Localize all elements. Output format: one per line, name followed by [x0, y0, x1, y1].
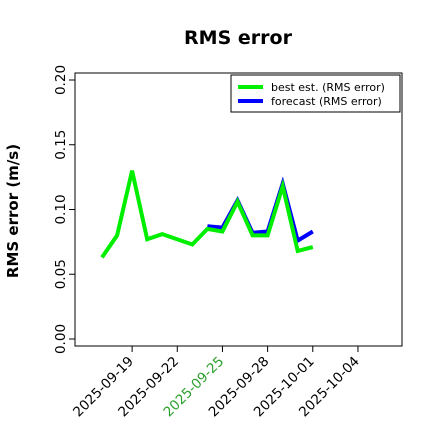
y-tick-label: 0.00 [53, 324, 69, 354]
x-axis: 2025-09-192025-09-222025-09-252025-09-28… [70, 346, 363, 420]
plot-frame [74, 72, 403, 347]
y-tick-label: 0.15 [53, 130, 69, 160]
y-tick-label: 0.20 [53, 65, 69, 95]
y-tick-label: 0.05 [53, 259, 69, 289]
legend: best est. (RMS error)forecast (RMS error… [230, 74, 401, 113]
legend-box [230, 74, 401, 113]
series-line [100, 170, 314, 259]
y-tick-label: 0.10 [53, 194, 69, 224]
chart-title: RMS error [184, 27, 293, 49]
y-axis-label: RMS error (m/s) [4, 144, 22, 278]
y-axis: 0.00 0.05 0.10 0.15 0.20 [53, 65, 75, 354]
series-layer [100, 170, 314, 259]
legend-label: forecast (RMS error) [271, 95, 382, 108]
legend-label: best est. (RMS error) [271, 81, 385, 94]
